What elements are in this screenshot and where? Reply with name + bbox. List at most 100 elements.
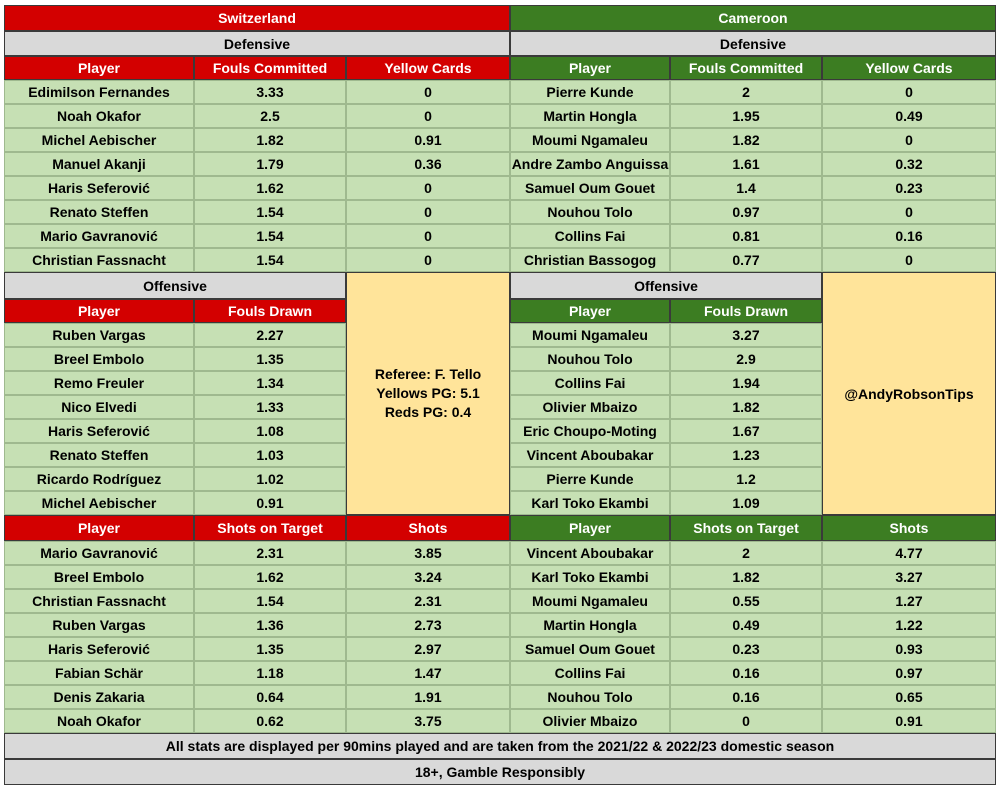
referee-reds-line: Reds PG: 0.4 — [384, 404, 472, 420]
cameroon-defensive-cell: 0.81 — [670, 224, 822, 248]
switzerland-defensive-cell: Edimilson Fernandes — [4, 80, 194, 104]
switzerland-defensive-cell: 1.54 — [194, 224, 346, 248]
cameroon-shooting-cell: 0.49 — [670, 613, 822, 637]
switzerland-defensive-cell: 2.5 — [194, 104, 346, 128]
cameroon-shooting-cell: Olivier Mbaizo — [510, 709, 670, 733]
cameroon-defensive-cell: Andre Zambo Anguissa — [510, 152, 670, 176]
switzerland-offensive-cell: Ruben Vargas — [4, 323, 194, 347]
cameroon-defensive-cell: 0 — [822, 200, 996, 224]
switzerland-shooting-cell: Breel Embolo — [4, 565, 194, 589]
switzerland-shooting-cell: 1.62 — [194, 565, 346, 589]
switzerland-offensive-cell: 1.03 — [194, 443, 346, 467]
switzerland-shooting-cell: Mario Gavranović — [4, 541, 194, 565]
switzerland-shooting-header: Player — [4, 515, 194, 541]
cameroon-offensive-cell: Vincent Aboubakar — [510, 443, 670, 467]
cameroon-defensive-cell: Samuel Oum Gouet — [510, 176, 670, 200]
cameroon-shooting-cell: Martin Hongla — [510, 613, 670, 637]
cameroon-defensive-cell: 0.23 — [822, 176, 996, 200]
cameroon-shooting-cell: Samuel Oum Gouet — [510, 637, 670, 661]
cameroon-defensive-cell: Moumi Ngamaleu — [510, 128, 670, 152]
cameroon-shooting-cell: 0.91 — [822, 709, 996, 733]
cameroon-shooting-cell: Vincent Aboubakar — [510, 541, 670, 565]
switzerland-defensive-cell: 0 — [346, 176, 510, 200]
cameroon-defensive-cell: 0.16 — [822, 224, 996, 248]
cameroon-defensive-header: Player — [510, 56, 670, 80]
cameroon-defensive-cell: 0.32 — [822, 152, 996, 176]
cameroon-shooting-cell: 1.82 — [670, 565, 822, 589]
switzerland-defensive-cell: 1.79 — [194, 152, 346, 176]
switzerland-defensive-cell: 3.33 — [194, 80, 346, 104]
switzerland-shooting-cell: 3.75 — [346, 709, 510, 733]
switzerland-defensive-cell: Noah Okafor — [4, 104, 194, 128]
switzerland-shooting-cell: Fabian Schär — [4, 661, 194, 685]
gamble-disclaimer: 18+, Gamble Responsibly — [4, 759, 996, 785]
cameroon-shooting-cell: Moumi Ngamaleu — [510, 589, 670, 613]
cameroon-shooting-cell: Karl Toko Ekambi — [510, 565, 670, 589]
cameroon-defensive-cell: 1.82 — [670, 128, 822, 152]
cameroon-offensive-cell: 1.2 — [670, 467, 822, 491]
switzerland-defensive-cell: Mario Gavranović — [4, 224, 194, 248]
switzerland-shooting-cell: 2.97 — [346, 637, 510, 661]
switzerland-offensive-label: Offensive — [4, 272, 346, 299]
cameroon-shooting-cell: 2 — [670, 541, 822, 565]
switzerland-offensive-cell: Breel Embolo — [4, 347, 194, 371]
cameroon-defensive-header: Fouls Committed — [670, 56, 822, 80]
cameroon-offensive-cell: Eric Choupo-Moting — [510, 419, 670, 443]
twitter-handle-box: @AndyRobsonTips — [822, 272, 996, 515]
cameroon-shooting-header: Shots on Target — [670, 515, 822, 541]
switzerland-defensive-header: Player — [4, 56, 194, 80]
cameroon-offensive-cell: 3.27 — [670, 323, 822, 347]
switzerland-shooting-cell: 1.35 — [194, 637, 346, 661]
cameroon-offensive-cell: Karl Toko Ekambi — [510, 491, 670, 515]
switzerland-shooting-cell: 3.24 — [346, 565, 510, 589]
switzerland-offensive-cell: Haris Seferović — [4, 419, 194, 443]
switzerland-offensive-cell: 1.34 — [194, 371, 346, 395]
switzerland-shooting-cell: Haris Seferović — [4, 637, 194, 661]
cameroon-shooting-cell: 0.65 — [822, 685, 996, 709]
cameroon-offensive-cell: Olivier Mbaizo — [510, 395, 670, 419]
switzerland-shooting-header: Shots — [346, 515, 510, 541]
cameroon-shooting-cell: 1.27 — [822, 589, 996, 613]
cameroon-offensive-cell: Collins Fai — [510, 371, 670, 395]
switzerland-defensive-cell: Haris Seferović — [4, 176, 194, 200]
cameroon-shooting-cell: Collins Fai — [510, 661, 670, 685]
switzerland-defensive-cell: 0 — [346, 248, 510, 272]
switzerland-defensive-cell: Christian Fassnacht — [4, 248, 194, 272]
cameroon-offensive-cell: 2.9 — [670, 347, 822, 371]
cameroon-offensive-header: Player — [510, 299, 670, 323]
cameroon-offensive-cell: Moumi Ngamaleu — [510, 323, 670, 347]
cameroon-shooting-cell: 0.16 — [670, 685, 822, 709]
switzerland-defensive-cell: 0.91 — [346, 128, 510, 152]
switzerland-defensive-cell: 0.36 — [346, 152, 510, 176]
cameroon-defensive-cell: 2 — [670, 80, 822, 104]
switzerland-offensive-cell: Nico Elvedi — [4, 395, 194, 419]
switzerland-offensive-cell: Remo Freuler — [4, 371, 194, 395]
switzerland-shooting-cell: 1.36 — [194, 613, 346, 637]
switzerland-shooting-cell: Christian Fassnacht — [4, 589, 194, 613]
switzerland-team-title: Switzerland — [4, 5, 510, 31]
cameroon-defensive-cell: 1.95 — [670, 104, 822, 128]
cameroon-shooting-cell: 0.55 — [670, 589, 822, 613]
cameroon-defensive-cell: Nouhou Tolo — [510, 200, 670, 224]
switzerland-offensive-cell: 0.91 — [194, 491, 346, 515]
switzerland-defensive-cell: 0 — [346, 104, 510, 128]
switzerland-defensive-cell: 1.82 — [194, 128, 346, 152]
switzerland-shooting-cell: 0.62 — [194, 709, 346, 733]
switzerland-defensive-cell: Renato Steffen — [4, 200, 194, 224]
cameroon-shooting-cell: 4.77 — [822, 541, 996, 565]
switzerland-shooting-cell: 0.64 — [194, 685, 346, 709]
cameroon-defensive-cell: Pierre Kunde — [510, 80, 670, 104]
switzerland-shooting-cell: 2.73 — [346, 613, 510, 637]
cameroon-offensive-cell: 1.09 — [670, 491, 822, 515]
cameroon-offensive-cell: 1.23 — [670, 443, 822, 467]
referee-info-box: Referee: F. Tello Yellows PG: 5.1 Reds PG:… — [346, 272, 510, 515]
cameroon-defensive-cell: 0 — [822, 128, 996, 152]
switzerland-shooting-header: Shots on Target — [194, 515, 346, 541]
cameroon-offensive-cell: 1.67 — [670, 419, 822, 443]
cameroon-offensive-label: Offensive — [510, 272, 822, 299]
switzerland-offensive-cell: 2.27 — [194, 323, 346, 347]
cameroon-shooting-cell: 0 — [670, 709, 822, 733]
switzerland-shooting-cell: 2.31 — [194, 541, 346, 565]
cameroon-offensive-header: Fouls Drawn — [670, 299, 822, 323]
